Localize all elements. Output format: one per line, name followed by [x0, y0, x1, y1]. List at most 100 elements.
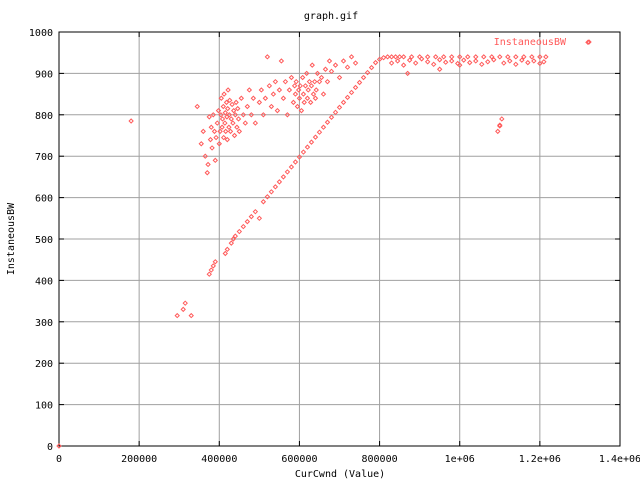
data-point [296, 154, 303, 160]
data-point [230, 236, 237, 242]
data-point [485, 59, 491, 65]
data-point [290, 99, 297, 106]
data-point [519, 57, 525, 63]
data-point [497, 122, 503, 128]
data-point [194, 103, 200, 110]
y-tick-label: 900 [35, 69, 53, 80]
data-point [231, 107, 237, 114]
data-point [174, 312, 180, 319]
data-point [232, 233, 239, 239]
data-point [294, 103, 301, 110]
data-point [489, 54, 495, 60]
data-point [228, 116, 235, 122]
data-point [396, 54, 403, 60]
data-point [280, 174, 287, 180]
data-point [301, 99, 307, 106]
data-point [461, 57, 467, 63]
data-point [364, 69, 371, 76]
data-point [495, 128, 501, 135]
data-point [432, 54, 439, 60]
data-point [436, 66, 443, 72]
data-point [205, 161, 211, 168]
data-point [311, 78, 318, 85]
data-point [211, 128, 218, 135]
data-point [497, 123, 503, 129]
data-point [356, 79, 363, 86]
data-point [262, 95, 269, 101]
data-point [412, 60, 419, 66]
data-point [529, 54, 535, 60]
data-point [352, 60, 359, 66]
data-point [314, 70, 321, 77]
y-tick-label: 600 [35, 194, 53, 205]
data-point [214, 120, 220, 126]
data-point [307, 99, 314, 106]
data-point [332, 62, 339, 68]
data-point [392, 54, 399, 60]
data-point [309, 62, 315, 68]
data-point [376, 56, 383, 63]
data-point [340, 99, 347, 106]
x-tick-label: 200000 [121, 454, 157, 465]
data-point [316, 129, 323, 135]
data-point [219, 116, 226, 122]
data-point [300, 149, 307, 155]
data-point [473, 58, 479, 64]
data-point [234, 124, 240, 130]
y-tick-label: 300 [35, 318, 53, 329]
data-point [230, 120, 236, 126]
data-point [295, 87, 302, 93]
y-tick-label: 0 [47, 442, 53, 453]
data-point [507, 58, 513, 64]
data-point [219, 124, 225, 130]
data-point [222, 120, 228, 126]
data-point [328, 68, 335, 75]
data-point [388, 54, 395, 60]
data-point [224, 136, 231, 143]
data-point [235, 105, 241, 112]
data-point [220, 103, 227, 110]
data-point [310, 91, 317, 97]
data-point [260, 199, 267, 205]
data-point [260, 112, 267, 118]
data-point [256, 215, 263, 222]
data-point [300, 91, 307, 97]
data-point [244, 103, 251, 110]
data-point [238, 95, 245, 101]
data-point [304, 144, 311, 150]
data-point [222, 110, 229, 116]
data-points [56, 39, 591, 449]
data-point [218, 112, 224, 118]
data-point [252, 120, 259, 126]
data-point [336, 104, 343, 111]
data-point [288, 74, 295, 81]
data-point [467, 59, 473, 66]
data-point [380, 54, 387, 61]
data-point [206, 271, 212, 277]
x-tick-label: 1e+06 [445, 454, 475, 465]
data-point [448, 58, 455, 64]
data-point [479, 61, 485, 67]
y-tick-label: 800 [35, 111, 53, 122]
data-point [209, 145, 215, 151]
data-point [322, 66, 329, 72]
data-point [400, 54, 407, 60]
data-point [531, 58, 537, 64]
data-point [274, 107, 281, 114]
data-point [400, 62, 407, 68]
data-point [226, 97, 233, 104]
data-point [200, 128, 206, 135]
data-point [348, 54, 355, 60]
data-point [436, 57, 443, 63]
data-point [221, 91, 227, 97]
data-point [282, 78, 289, 85]
grid-lines [59, 32, 620, 446]
data-point [372, 59, 379, 66]
data-point [344, 64, 351, 70]
data-point [215, 107, 222, 114]
data-point [424, 54, 431, 60]
data-point [128, 118, 134, 124]
data-point [248, 213, 255, 220]
y-tick-label: 700 [35, 152, 53, 163]
data-point [312, 134, 319, 140]
